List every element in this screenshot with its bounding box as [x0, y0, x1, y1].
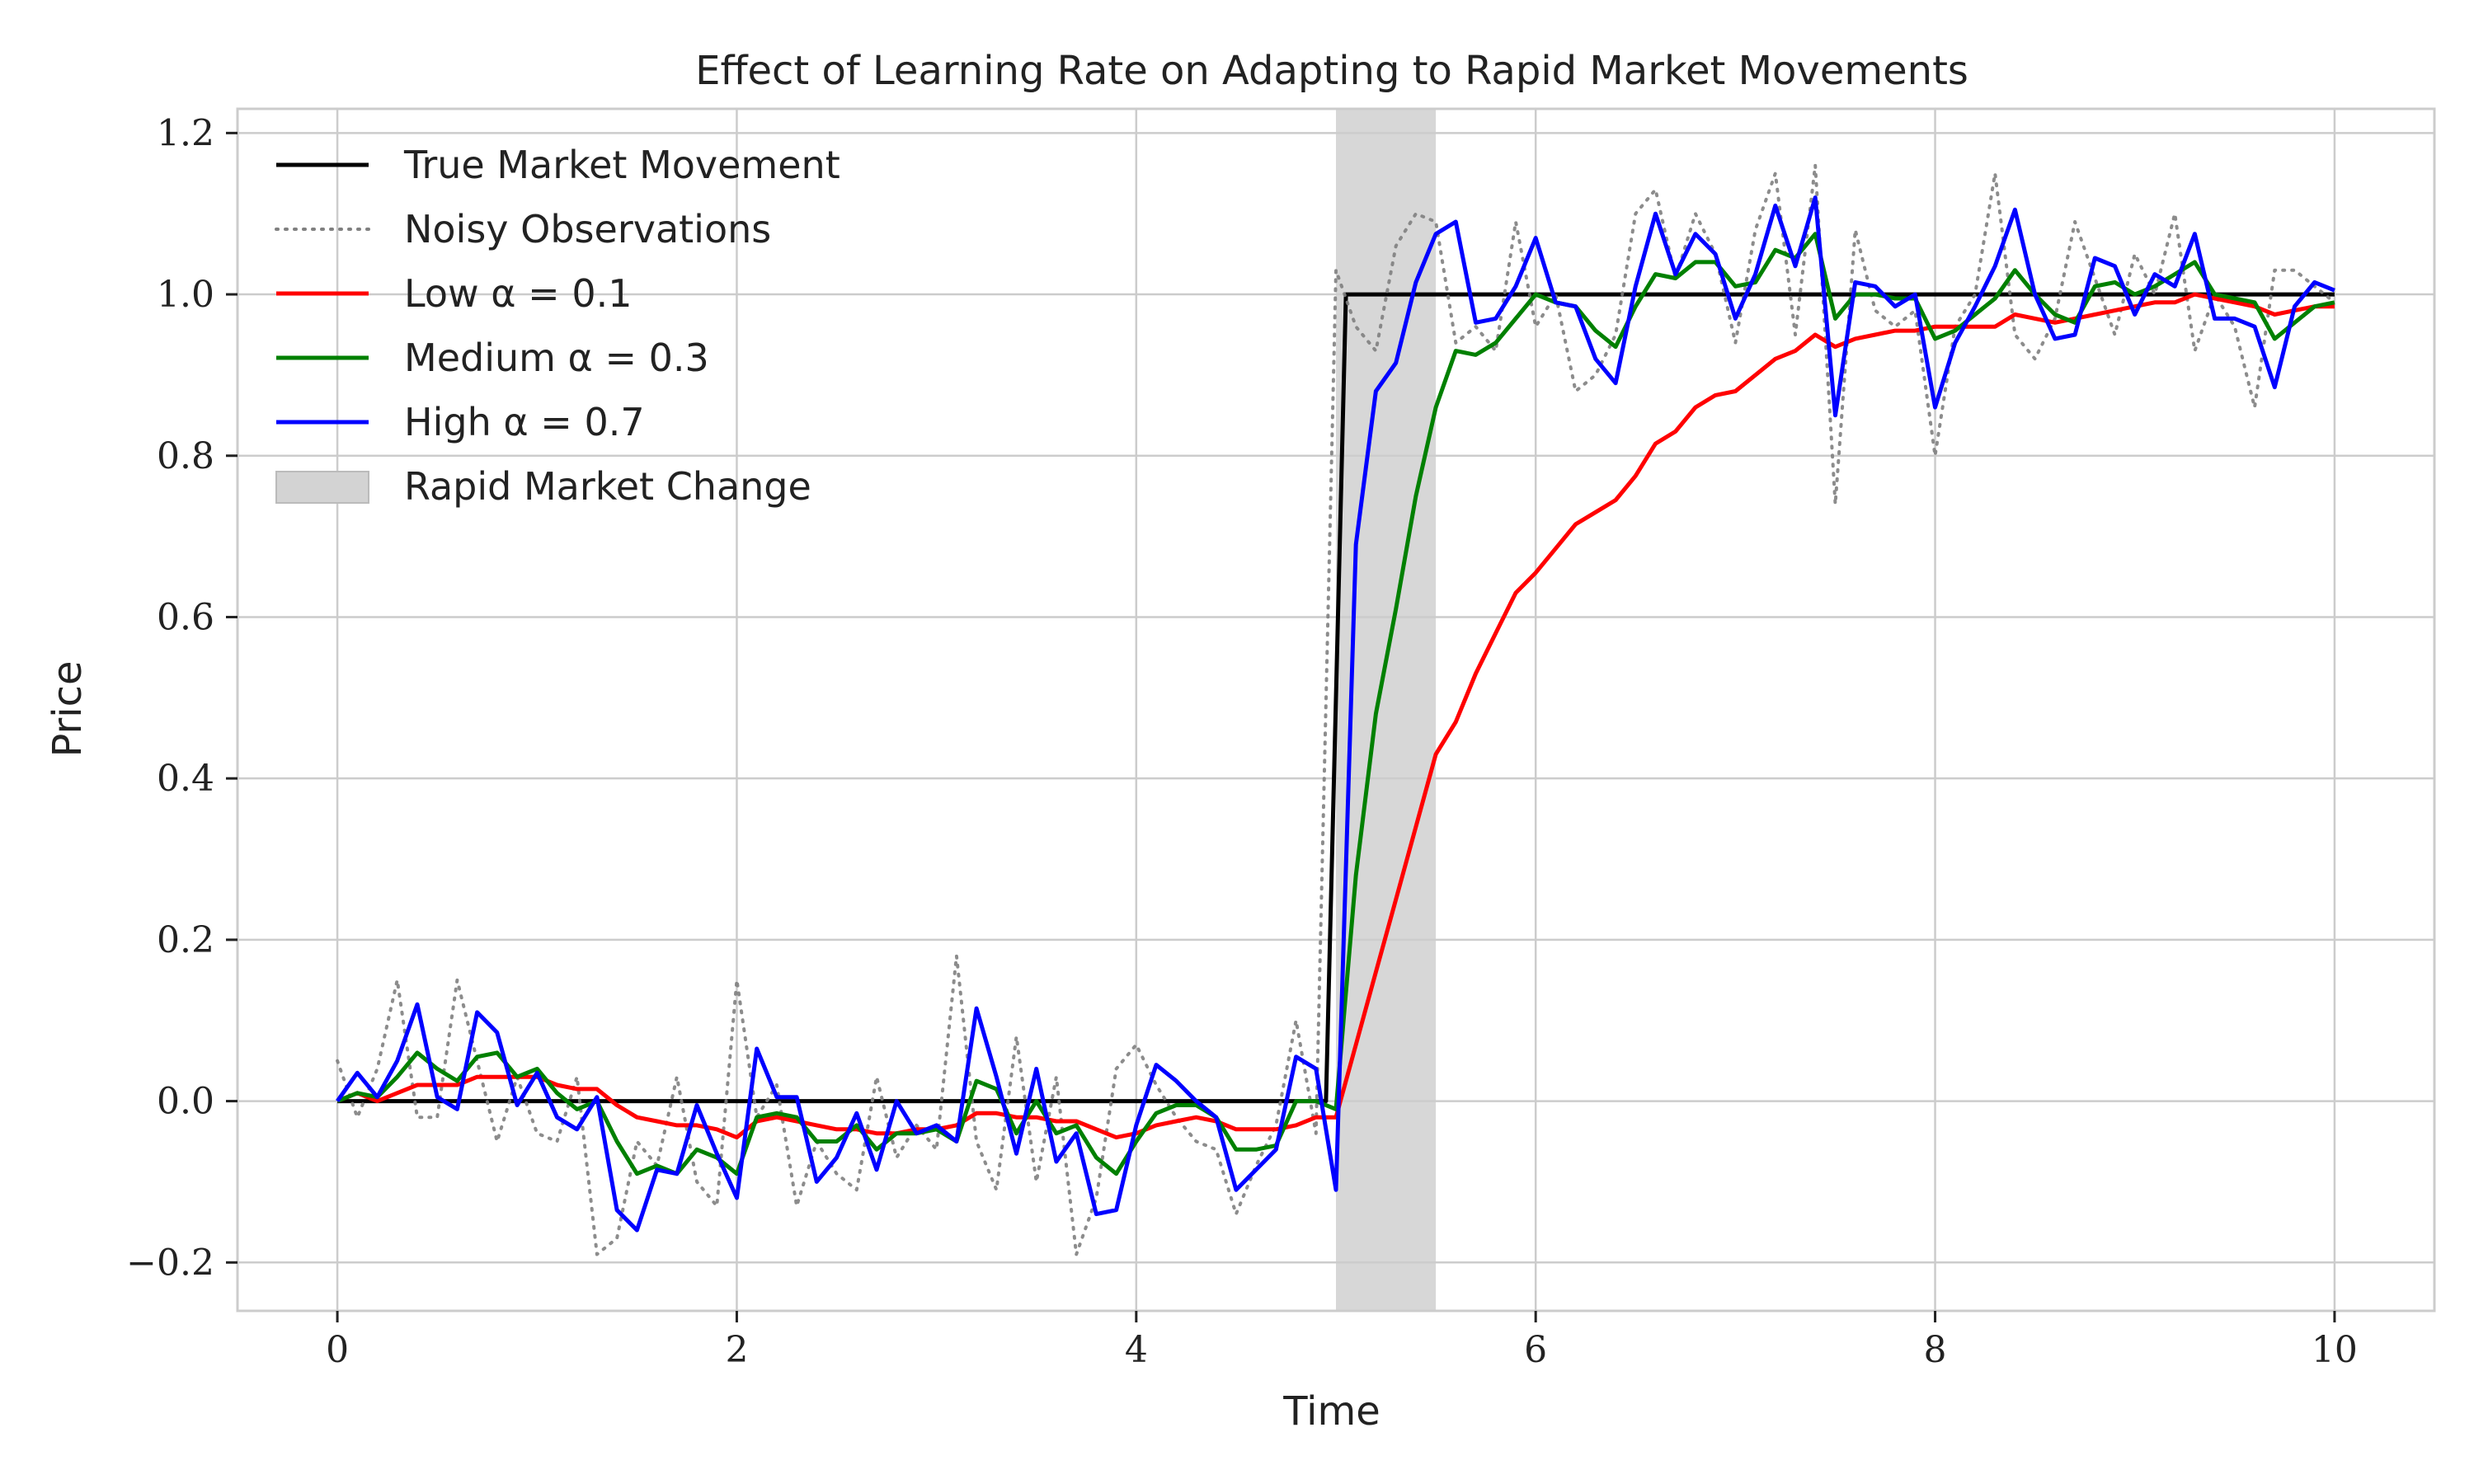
series-line-true-market-movement: [337, 292, 2335, 1104]
legend-label: High α = 0.7: [404, 400, 645, 444]
plot-frame: [236, 107, 2436, 1313]
axis-ticks: 0 2 4 6 8 10 −0.2 0.0 0.2 0.4 0.6 0.8 1.0 1.2: [126, 112, 2358, 1371]
legend-label: Noisy Observations: [404, 207, 771, 251]
legend-label: Rapid Market Change: [404, 464, 811, 509]
y-tick-label: 1.0: [157, 274, 214, 316]
x-tick-label: 6: [1524, 1329, 1547, 1371]
x-axis-label: Time: [1282, 1388, 1380, 1435]
series-line-noisy-observations: [336, 163, 2336, 1256]
legend-label: Low α = 0.1: [404, 271, 632, 316]
y-tick-label: −0.2: [126, 1242, 214, 1284]
y-tick-label: 0.4: [157, 758, 214, 800]
series-layer: [336, 163, 2336, 1256]
x-tick-label: 4: [1125, 1329, 1148, 1371]
y-tick-label: 0.2: [157, 919, 214, 961]
legend: True Market Movement Noisy Observations Lo…: [275, 143, 840, 509]
y-tick-label: 0.0: [157, 1081, 214, 1123]
series-line-high-0-7: [336, 195, 2335, 1233]
y-axis-label: Price: [45, 660, 91, 757]
legend-label: True Market Movement: [403, 143, 840, 187]
y-tick-label: 0.8: [157, 435, 214, 477]
legend-swatch: [275, 471, 369, 504]
x-tick-label: 0: [326, 1329, 349, 1371]
chart-title: Effect of Learning Rate on Adapting to R…: [695, 48, 1968, 94]
x-tick-label: 10: [2312, 1329, 2358, 1371]
x-tick-label: 8: [1924, 1329, 1947, 1371]
series-line-low-0-1: [336, 292, 2335, 1140]
y-tick-label: 0.6: [157, 596, 214, 638]
legend-label: Medium α = 0.3: [404, 336, 709, 380]
x-tick-label: 2: [725, 1329, 748, 1371]
y-tick-label: 1.2: [157, 112, 214, 154]
